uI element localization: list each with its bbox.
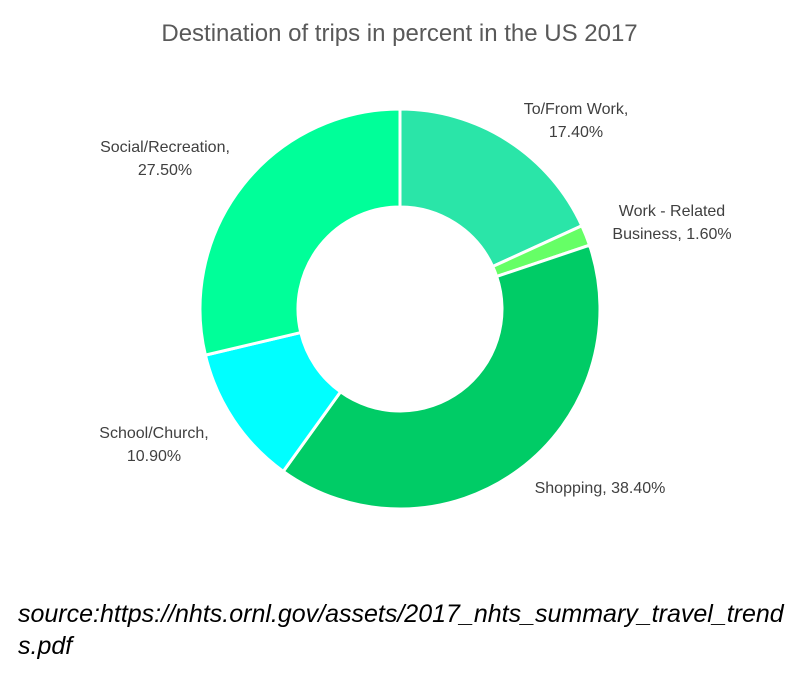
slice-label-line: To/From Work, — [524, 101, 629, 118]
slice-label-line: Social/Recreation, — [100, 139, 230, 156]
slice-social-recreation — [198, 107, 402, 357]
slice-label-line: School/Church, — [99, 425, 208, 442]
slice-label-line: Shopping, 38.40% — [535, 480, 666, 497]
slice-label-shopping: Shopping, 38.40% — [535, 480, 666, 497]
slice-label-line: 17.40% — [549, 124, 603, 141]
slice-label-school-church: School/Church, 10.90% — [99, 425, 208, 465]
slice-label-work-related-business: Work - Related Business, 1.60% — [612, 203, 731, 243]
slice-label-line: 10.90% — [127, 448, 181, 465]
slice-label-line: 27.50% — [138, 162, 192, 179]
slice-label-line: Business, 1.60% — [612, 226, 731, 243]
slice-to-from-work — [398, 107, 584, 269]
slice-label-line: Work - Related — [619, 203, 725, 220]
slice-labels: To/From Work, 17.40% Work - Related Busines… — [99, 101, 731, 497]
donut-slices — [198, 107, 602, 511]
chart-title: Destination of trips in percent in the U… — [161, 20, 638, 47]
slice-label-to-from-work: To/From Work, 17.40% — [524, 101, 629, 141]
slice-label-social-recreation: Social/Recreation, 27.50% — [100, 139, 230, 179]
slice-shopping — [281, 243, 602, 511]
source-note: source:https://nhts.ornl.gov/assets/2017… — [18, 600, 784, 660]
